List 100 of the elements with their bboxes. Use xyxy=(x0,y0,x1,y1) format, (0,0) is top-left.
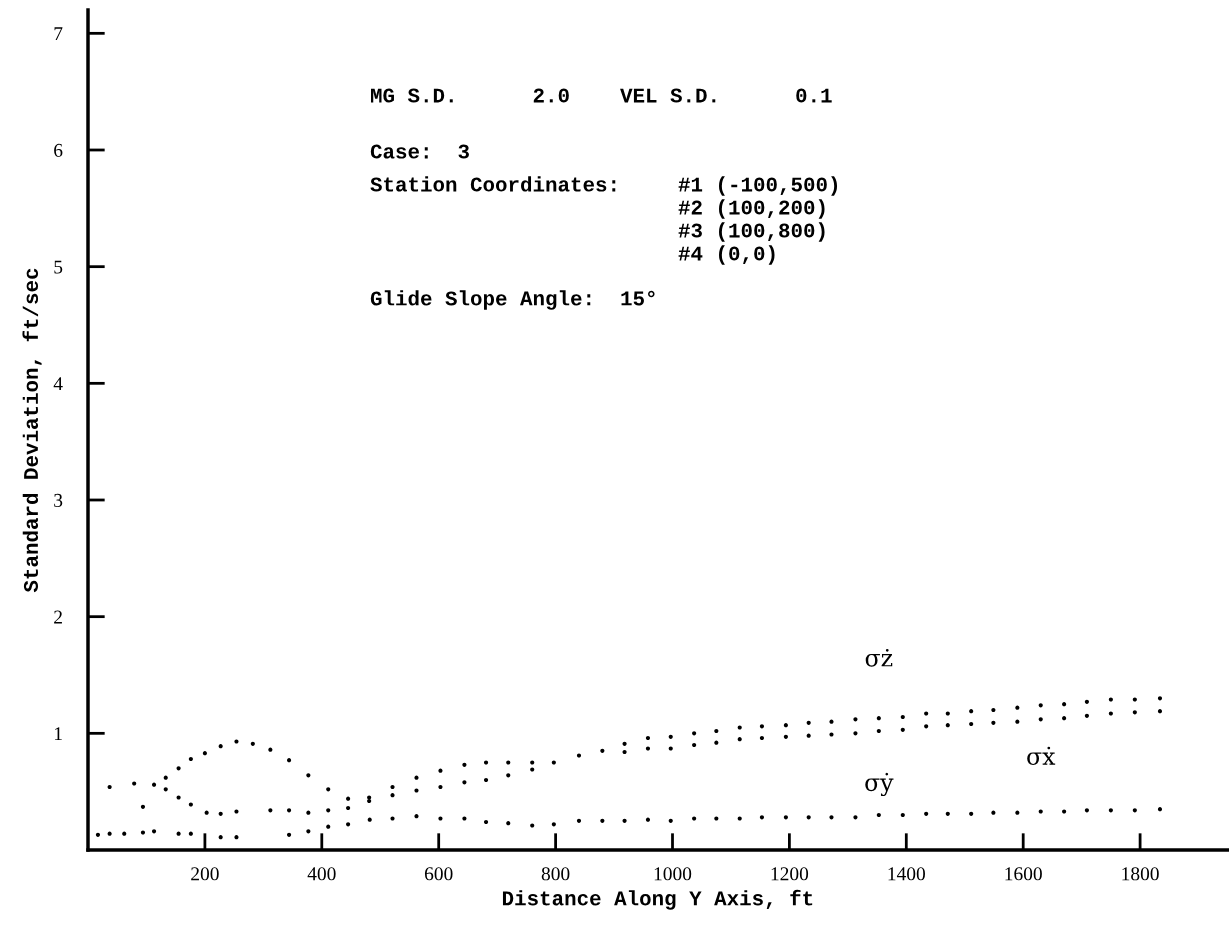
point xyxy=(306,773,311,778)
point xyxy=(714,728,719,734)
point xyxy=(692,742,697,748)
point xyxy=(530,760,535,765)
point xyxy=(530,823,535,828)
point xyxy=(1157,709,1163,714)
point xyxy=(759,735,765,741)
annotation: #3 (100,800) xyxy=(678,222,825,242)
x-tick-label: 1000 xyxy=(654,867,692,881)
point xyxy=(140,830,146,835)
point xyxy=(876,728,881,734)
point xyxy=(132,781,137,786)
x-tick-label: 1800 xyxy=(1122,867,1159,881)
point xyxy=(306,829,311,834)
point xyxy=(346,805,351,811)
point xyxy=(268,808,273,813)
x-tick-label: 400 xyxy=(307,867,336,881)
point xyxy=(462,762,467,767)
point xyxy=(95,832,101,837)
annotation: #2 (100,200) xyxy=(678,199,825,219)
y-tick-label: 6 xyxy=(54,143,63,157)
point xyxy=(107,831,112,836)
point xyxy=(783,815,788,820)
x-tick-label: 600 xyxy=(424,867,453,881)
point xyxy=(234,835,239,840)
point xyxy=(759,815,765,820)
point xyxy=(576,818,582,823)
point xyxy=(1062,809,1067,814)
point xyxy=(806,815,811,820)
point xyxy=(234,739,239,744)
point xyxy=(876,812,881,818)
point xyxy=(326,787,331,792)
point xyxy=(1108,697,1113,702)
point xyxy=(1132,697,1137,702)
point xyxy=(367,817,372,822)
point xyxy=(1038,809,1043,814)
point xyxy=(900,727,905,732)
point xyxy=(783,734,788,739)
point xyxy=(367,795,372,800)
x-tick-label: 1600 xyxy=(1005,867,1042,881)
point xyxy=(122,831,127,836)
point xyxy=(945,723,950,728)
point xyxy=(438,816,443,821)
point xyxy=(140,804,146,809)
point xyxy=(551,822,556,827)
point xyxy=(1062,716,1067,721)
x-tick-label: 800 xyxy=(541,867,570,881)
point xyxy=(438,784,443,790)
point xyxy=(1084,713,1089,718)
point xyxy=(202,751,207,756)
point xyxy=(1062,702,1067,707)
point xyxy=(900,812,905,818)
point xyxy=(924,811,929,816)
point xyxy=(414,788,419,793)
point xyxy=(204,810,209,815)
annotation: MG S.D. 2.0 VEL S.D. 0.1 xyxy=(371,88,832,103)
y-tick-label: 2 xyxy=(54,610,62,624)
point xyxy=(163,787,168,792)
point xyxy=(1038,717,1043,722)
point xyxy=(759,724,765,729)
point xyxy=(1015,705,1020,710)
point xyxy=(188,756,193,762)
point xyxy=(286,832,292,837)
point xyxy=(945,811,950,816)
point xyxy=(829,732,834,737)
point xyxy=(692,816,697,821)
point xyxy=(218,744,223,749)
point xyxy=(188,831,193,836)
point xyxy=(668,818,673,823)
y-tick-label: 4 xyxy=(53,377,63,391)
point xyxy=(945,711,950,716)
point xyxy=(991,720,996,725)
point xyxy=(163,775,168,780)
x-tick-label: 200 xyxy=(191,867,219,881)
point xyxy=(969,721,974,727)
point xyxy=(1132,710,1137,715)
point xyxy=(668,734,673,739)
point xyxy=(600,748,605,753)
point xyxy=(151,829,157,834)
y-tick-label: 3 xyxy=(54,493,63,507)
point xyxy=(969,709,974,714)
point xyxy=(737,816,742,821)
point xyxy=(1015,810,1020,815)
text: σż xyxy=(865,648,893,667)
point xyxy=(969,811,974,816)
point xyxy=(250,741,255,746)
point xyxy=(622,818,627,823)
point xyxy=(414,814,419,819)
point xyxy=(924,711,929,716)
annotation: #4 (0,0) xyxy=(678,245,775,265)
x-tick-label: 1400 xyxy=(888,867,925,881)
series-label: σẏ xyxy=(865,772,894,797)
point xyxy=(1108,808,1113,813)
point xyxy=(326,808,331,813)
point xyxy=(218,811,223,816)
point xyxy=(268,747,273,752)
point xyxy=(806,733,811,738)
point xyxy=(326,824,331,829)
point xyxy=(576,753,582,758)
point xyxy=(390,816,395,821)
